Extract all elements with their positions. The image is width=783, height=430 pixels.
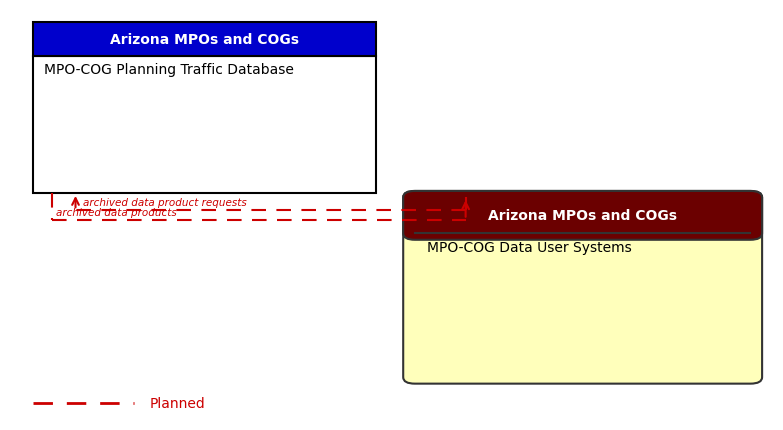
Text: MPO-COG Planning Traffic Database: MPO-COG Planning Traffic Database (45, 63, 294, 77)
Text: Arizona MPOs and COGs: Arizona MPOs and COGs (488, 209, 677, 223)
Text: MPO-COG Data User Systems: MPO-COG Data User Systems (427, 240, 631, 254)
Bar (33, 57, 376, 194)
Text: archived data product requests: archived data product requests (83, 197, 247, 207)
Bar (419, 214, 746, 234)
FancyBboxPatch shape (403, 191, 762, 384)
Text: archived data products: archived data products (56, 208, 177, 218)
FancyBboxPatch shape (403, 191, 762, 240)
Text: Planned: Planned (150, 396, 205, 410)
Bar (33, 23, 376, 57)
Text: Arizona MPOs and COGs: Arizona MPOs and COGs (110, 33, 299, 47)
